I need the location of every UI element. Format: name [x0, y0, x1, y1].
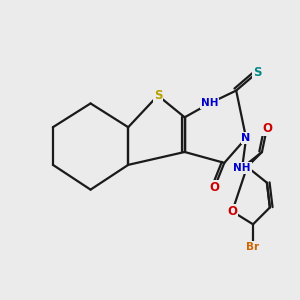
Text: NH: NH — [233, 163, 251, 173]
Text: N: N — [242, 133, 251, 143]
Text: O: O — [209, 181, 219, 194]
Text: O: O — [227, 205, 237, 218]
Text: S: S — [154, 89, 162, 102]
Text: Br: Br — [247, 242, 260, 252]
Text: O: O — [262, 122, 272, 135]
Text: S: S — [253, 66, 261, 79]
Text: NH: NH — [201, 98, 218, 108]
